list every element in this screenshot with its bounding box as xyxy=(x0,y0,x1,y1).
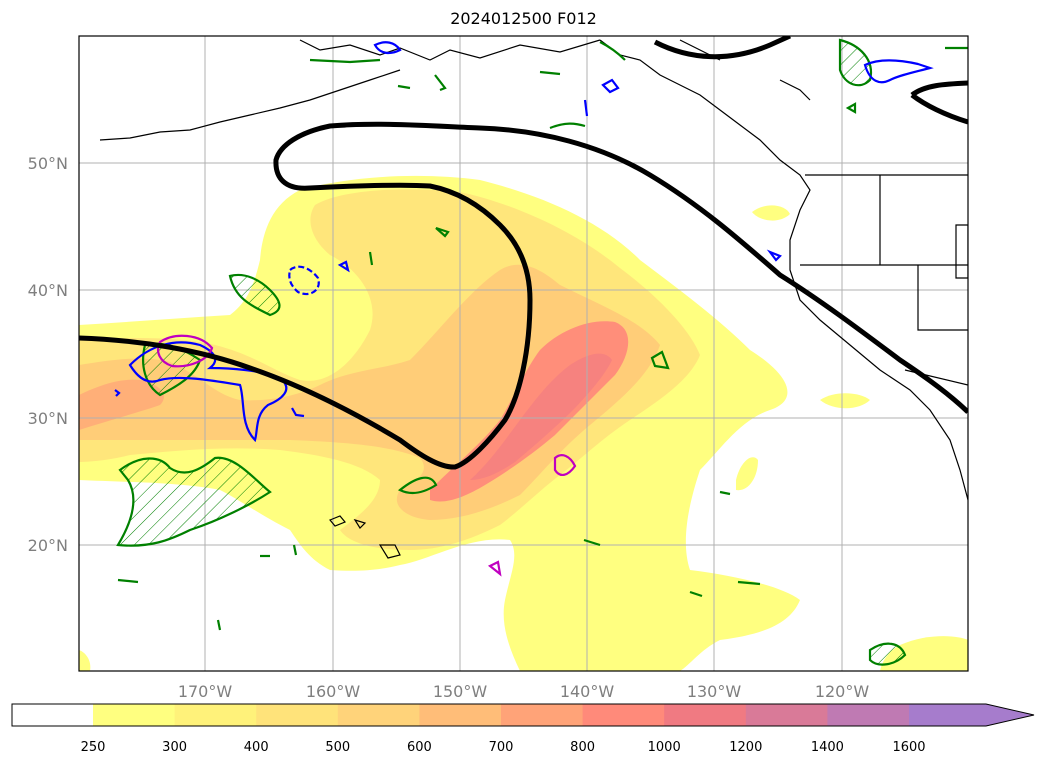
lon-label-170: 170°W xyxy=(178,682,233,701)
lon-label-140: 140°W xyxy=(560,682,615,701)
colorbar-segment xyxy=(93,704,176,726)
ivt-band-west-core xyxy=(79,379,164,430)
map-area xyxy=(79,36,968,671)
map-title: 2024012500 F012 xyxy=(450,9,597,28)
ivt-band-250-e4 xyxy=(880,636,968,671)
colorbar-segment xyxy=(501,704,584,726)
ivt-band-250-e1 xyxy=(820,393,870,409)
lon-label-160: 160°W xyxy=(306,682,361,701)
colorbar-tick-label: 500 xyxy=(325,740,350,755)
black-contours xyxy=(79,36,968,470)
colorbar-segment xyxy=(664,704,747,726)
colorbar-segment xyxy=(582,704,665,726)
colorbar-segment xyxy=(909,704,986,726)
colorbar-labels: 250 300 400 500 600 700 800 1000 1200 1400 1600 xyxy=(81,740,926,755)
colorbar-tick-label: 250 xyxy=(81,740,106,755)
colorbar-tick-label: 1000 xyxy=(648,740,681,755)
ivt-band-700-inner xyxy=(470,353,612,480)
colorbar-tick-label: 600 xyxy=(407,740,432,755)
colorbar-segment xyxy=(174,704,257,726)
lat-label-30: 30°N xyxy=(28,409,68,428)
colorbar-tick-label: 400 xyxy=(244,740,269,755)
ivt-band-250-e5 xyxy=(79,650,91,671)
colorbar-extend-arrow xyxy=(986,704,1034,726)
colorbar-under-segment xyxy=(12,704,93,726)
colorbar-segment xyxy=(337,704,420,726)
colorbar: 250 300 400 500 600 700 800 1000 1200 1400 1600 xyxy=(11,703,1035,755)
colorbar-segment xyxy=(256,704,339,726)
coastlines xyxy=(99,39,968,559)
colorbar-segment xyxy=(745,704,828,726)
lon-label-120: 120°W xyxy=(815,682,870,701)
green-contours xyxy=(116,38,968,666)
lon-label-150: 150°W xyxy=(433,682,488,701)
magenta-contours xyxy=(156,334,577,577)
map-frame xyxy=(78,35,969,672)
colorbar-tick-label: 1400 xyxy=(811,740,844,755)
ivt-band-250-e2 xyxy=(752,205,790,221)
lon-label-130: 130°W xyxy=(687,682,742,701)
colorbar-tick-label: 800 xyxy=(570,740,595,755)
lat-label-20: 20°N xyxy=(28,536,68,555)
ivt-band-250-e3 xyxy=(736,457,758,491)
colorbar-tick-label: 1200 xyxy=(729,740,762,755)
colorbar-outline xyxy=(11,703,1035,727)
lat-label-50: 50°N xyxy=(28,154,68,173)
colorbar-tick-label: 700 xyxy=(489,740,514,755)
colorbar-segments xyxy=(93,704,986,726)
colorbar-segment xyxy=(827,704,910,726)
lat-label-40: 40°N xyxy=(28,281,68,300)
gridlines xyxy=(79,36,968,671)
colorbar-tick-label: 1600 xyxy=(892,740,925,755)
colorbar-tick-label: 300 xyxy=(162,740,187,755)
colorbar-segment xyxy=(419,704,502,726)
blue-contours xyxy=(114,41,934,443)
